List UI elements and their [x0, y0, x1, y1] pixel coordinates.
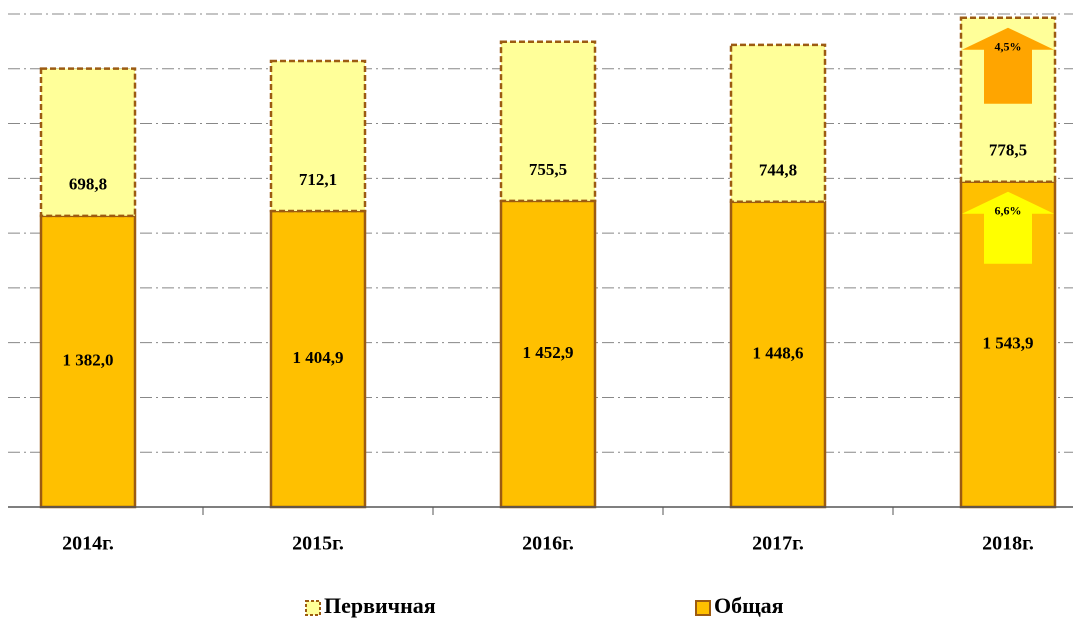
bar-segment — [729, 43, 827, 204]
legend-swatch — [695, 600, 711, 616]
value-label: 744,8 — [759, 161, 797, 180]
x-tick-label: 2017г. — [752, 533, 804, 555]
legend-swatch — [305, 600, 321, 616]
bar-segment — [269, 209, 367, 509]
x-tick-label: 2015г. — [292, 533, 344, 555]
bar-segment — [729, 200, 827, 509]
legend-label: Общая — [714, 593, 784, 618]
value-label: 1 543,9 — [983, 333, 1034, 352]
annotation: 6,6% — [995, 203, 1022, 217]
value-label: 755,5 — [529, 160, 567, 179]
annotation: 4,5% — [995, 39, 1022, 53]
growth-arrow — [962, 191, 1054, 264]
value-label: 712,1 — [299, 170, 337, 189]
x-tick-label: 2014г. — [62, 533, 114, 555]
bar-segment — [269, 59, 367, 213]
x-tick-label: 2016г. — [522, 533, 574, 555]
growth-arrow — [962, 27, 1054, 104]
bar-segment — [499, 199, 597, 509]
bar-segment — [499, 40, 597, 203]
x-tick-label: 2018г. — [982, 533, 1034, 555]
value-label: 1 404,9 — [293, 348, 344, 367]
value-label: 1 382,0 — [63, 350, 114, 369]
value-label: 1 448,6 — [753, 343, 804, 362]
bar-segment — [39, 67, 137, 218]
value-label: 778,5 — [989, 141, 1027, 160]
value-label: 1 452,9 — [523, 343, 574, 362]
bar-segment — [39, 214, 137, 509]
legend-label: Первичная — [324, 593, 436, 618]
value-label: 698,8 — [69, 175, 107, 194]
